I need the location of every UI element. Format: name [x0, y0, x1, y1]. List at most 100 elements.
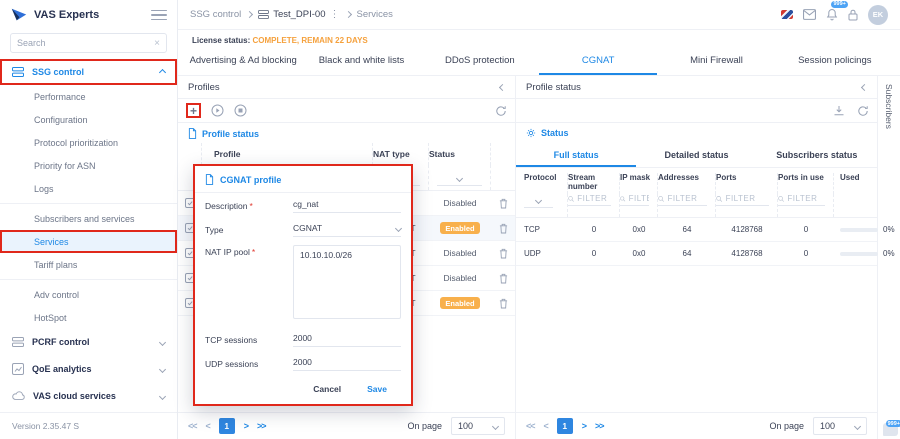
next-page-button[interactable]: > — [581, 421, 587, 431]
sidebar-item-performance[interactable]: Performance — [34, 91, 86, 102]
tab-mini-firewall[interactable]: Mini Firewall — [690, 55, 743, 66]
sidebar-item-services[interactable]: Services — [0, 230, 177, 253]
last-page-button[interactable]: >> — [257, 421, 266, 431]
notifications-bell-icon[interactable]: 999+ — [826, 0, 849, 24]
sidebar-item-priority-for-asn[interactable]: Priority for ASN — [34, 160, 96, 171]
search-clear-icon[interactable]: × — [154, 37, 160, 49]
ports-filter[interactable] — [716, 194, 769, 206]
disable-profile-icon[interactable] — [234, 104, 247, 117]
search-icon — [568, 195, 574, 202]
addresses-filter[interactable] — [658, 194, 707, 206]
save-button[interactable]: Save — [367, 384, 387, 394]
delete-profile-icon[interactable] — [499, 298, 508, 309]
section-label: PCRF control — [32, 337, 90, 347]
license-label: License status: — [192, 36, 251, 45]
sidebar-item-configuration[interactable]: Configuration — [34, 114, 88, 125]
tcp-sessions-field[interactable] — [293, 333, 401, 343]
last-page-button[interactable]: >> — [595, 421, 604, 431]
delete-profile-icon[interactable] — [499, 223, 508, 234]
udp-sessions-field[interactable] — [293, 357, 401, 367]
prev-page-button[interactable]: < — [543, 421, 549, 431]
ip-mask-filter[interactable] — [620, 194, 649, 206]
stream-filter[interactable] — [568, 194, 611, 206]
breadcrumb-services[interactable]: Services — [356, 9, 393, 20]
sidebar-search[interactable]: × — [10, 33, 167, 53]
sidebar-item-tariff-plans[interactable]: Tariff plans — [34, 259, 78, 270]
status-row-tcp[interactable]: TCP 0 0x0 64 4128768 0 0% — [516, 218, 895, 242]
cell-used: 0% — [883, 225, 895, 234]
cell-addresses: 64 — [682, 249, 692, 258]
tab-black-and-white-lists[interactable]: Black and white lists — [318, 55, 405, 66]
tab-ddos-protection[interactable]: DDoS protection — [444, 55, 515, 66]
description-field[interactable] — [293, 199, 401, 209]
delete-profile-icon[interactable] — [499, 273, 508, 284]
notifications-badge: 999+ — [831, 0, 849, 8]
breadcrumb-device[interactable]: Test_DPI-00 ⋮ — [258, 9, 340, 20]
collapse-panel-icon[interactable] — [498, 83, 507, 91]
delete-profile-icon[interactable] — [499, 198, 508, 209]
ports-in-use-filter[interactable] — [778, 194, 825, 206]
enable-profile-icon[interactable] — [211, 104, 224, 117]
breadcrumb-ssg-control[interactable]: SSG control — [190, 9, 242, 20]
sidebar-section-qoe-analytics[interactable]: QoE analytics — [0, 355, 177, 383]
per-page-select[interactable]: 100 — [813, 417, 867, 435]
lock-icon[interactable] — [848, 9, 858, 21]
mail-icon[interactable] — [803, 9, 816, 20]
tab-advertising-ad-blocking[interactable]: Advertising & Ad blocking — [189, 55, 297, 66]
menu-toggle-icon[interactable] — [151, 9, 167, 21]
ports-in-use-filter-input[interactable] — [787, 194, 825, 203]
status-link[interactable]: Status — [516, 123, 877, 142]
sidebar-item-adv-control[interactable]: Adv control — [34, 289, 80, 300]
gear-icon — [526, 128, 536, 138]
stream-filter-input[interactable] — [577, 194, 611, 203]
add-profile-button[interactable]: + — [186, 103, 201, 118]
section-label: SSG control — [32, 67, 85, 77]
sidebar-item-hotspot[interactable]: HotSpot — [34, 312, 67, 323]
sidebar-section-ssg-control[interactable]: SSG control — [0, 59, 177, 85]
current-page-button[interactable]: 1 — [218, 418, 235, 434]
sidebar-item-protocol-prioritization[interactable]: Protocol prioritization — [34, 137, 119, 148]
status-filter-dropdown[interactable] — [437, 172, 482, 186]
first-page-button[interactable]: << — [188, 421, 197, 431]
tab-session-policings[interactable]: Session policings — [798, 55, 872, 66]
subtab-subscribers-status[interactable]: Subscribers status — [776, 149, 858, 160]
nat-ip-pool-field[interactable]: 10.10.10.0/26 — [293, 245, 401, 319]
col-stream-number: Stream number — [568, 173, 620, 194]
subscribers-rail-tab[interactable]: Subscribers — [884, 84, 894, 129]
prev-page-button[interactable]: < — [205, 421, 211, 431]
collapse-panel-icon[interactable] — [860, 83, 869, 91]
ports-filter-input[interactable] — [725, 194, 769, 203]
protocol-filter-dropdown[interactable] — [524, 194, 553, 208]
usage-bar — [840, 227, 878, 232]
subtab-full-status[interactable]: Full status — [516, 144, 637, 167]
col-ip-mask: IP mask — [620, 173, 658, 194]
license-value: COMPLETE, REMAIN 22 DAYS — [252, 36, 368, 45]
current-page-button[interactable]: 1 — [556, 418, 573, 434]
ip-mask-filter-input[interactable] — [628, 194, 649, 203]
sidebar-section-vas-cloud-services[interactable]: VAS cloud services — [0, 383, 177, 409]
language-flag-icon[interactable] — [781, 10, 793, 19]
sidebar-section-pcrf-control[interactable]: PCRF control — [0, 329, 177, 355]
refresh-icon[interactable] — [857, 105, 869, 117]
cell-stream: 0 — [591, 225, 597, 234]
status-row-udp[interactable]: UDP 0 0x0 64 4128768 0 0% — [516, 242, 895, 266]
profiles-panel-title: Profiles — [188, 81, 220, 93]
type-select[interactable]: CGNAT — [293, 221, 403, 237]
search-icon — [716, 195, 723, 202]
addresses-filter-input[interactable] — [667, 194, 707, 203]
cancel-button[interactable]: Cancel — [313, 384, 342, 394]
first-page-button[interactable]: << — [526, 421, 535, 431]
search-input[interactable] — [17, 38, 151, 48]
sidebar-item-logs[interactable]: Logs — [34, 183, 54, 194]
user-avatar[interactable]: EK — [868, 4, 888, 25]
refresh-icon[interactable] — [495, 105, 507, 117]
next-page-button[interactable]: > — [243, 421, 249, 431]
per-page-select[interactable]: 100 — [451, 417, 505, 435]
profile-status-link[interactable]: Profile status — [178, 123, 515, 143]
download-icon[interactable] — [833, 105, 845, 117]
kebab-menu-icon[interactable]: ⋮ — [329, 9, 340, 20]
subtab-detailed-status[interactable]: Detailed status — [664, 149, 729, 160]
tab-cgnat[interactable]: CGNAT — [538, 48, 658, 75]
delete-profile-icon[interactable] — [499, 248, 508, 259]
sidebar-item-subscribers-and-services[interactable]: Subscribers and services — [34, 213, 135, 224]
